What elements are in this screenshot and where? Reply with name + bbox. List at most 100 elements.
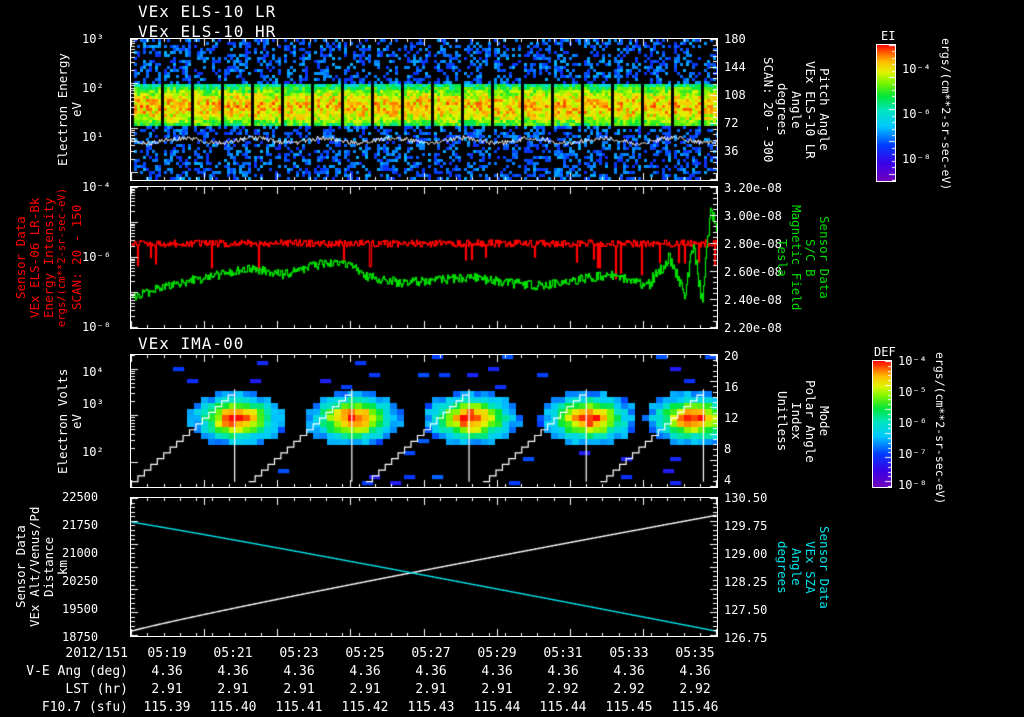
table-cell: 05:25 [345, 646, 385, 661]
panel4-ytick-5: 18750 [62, 630, 99, 644]
panel1-colorbar-title: EI [881, 29, 896, 43]
panel1-rtick-3: 72 [724, 116, 739, 130]
table-cell: 05:23 [279, 646, 319, 661]
table-row: V-E Ang (deg) 4.36 4.36 4.36 4.36 4.36 4.36 4.3… [0, 663, 728, 681]
panel3-right-label-3: Unitless [775, 354, 790, 488]
table-cell: 2.91 [151, 682, 183, 697]
panel4-left-label-0: Sensor Data [13, 497, 28, 637]
table-cell: 05:29 [477, 646, 517, 661]
panel4-right-label-0: Sensor Data [817, 497, 832, 637]
table-cell: 2.91 [217, 682, 249, 697]
time-table-body: 2012/151 05:19 05:21 05:23 05:25 05:27 05:29 05… [0, 645, 728, 717]
panel2-right-label-0: Sensor Data [817, 186, 832, 329]
panel2-left-label-1: VEx ELS-06 LR-Bk [27, 186, 42, 329]
panel1-rtick-2: 108 [724, 88, 746, 102]
table-cell: 4.36 [415, 664, 447, 679]
panel4-right-label-1: VEx SZA [803, 497, 818, 637]
p2rl2: Magnetic Field [789, 204, 804, 311]
p2rl0: Sensor Data [817, 216, 832, 299]
p3rl2: Index [789, 402, 804, 440]
panel2-right-label-1: S/C B [803, 186, 818, 329]
table-cell: 4.36 [349, 664, 381, 679]
panel4-ytick-0: 22500 [62, 490, 99, 504]
panel4-ytick-1: 21750 [62, 518, 99, 532]
table-cell: 4.36 [217, 664, 249, 679]
p2ll1: VEx ELS-06 LR-Bk [27, 197, 42, 318]
altitude-sza-panel[interactable] [130, 497, 718, 637]
panel1-rtick-0: 180 [724, 32, 746, 46]
p4rl3: degrees [775, 540, 790, 594]
table-row: F10.7 (sfu) 115.39 115.40 115.41 115.42 115.4… [0, 699, 728, 717]
table-cell: 115.43 [407, 700, 455, 715]
table-cell: 115.42 [341, 700, 389, 715]
table-cell: 115.44 [539, 700, 587, 715]
p1rl3: degrees [775, 83, 790, 136]
p3ll0: Electron Volts [55, 368, 70, 474]
panel3-rtick-2: 12 [724, 411, 739, 425]
panel1-left-axis-line0: Electron Energy [55, 53, 70, 166]
table-cell: 115.45 [605, 700, 653, 715]
p4ll2: Distance [41, 536, 56, 598]
p4rl0: Sensor Data [817, 525, 832, 609]
panel3-ytick-2: 10² [82, 445, 104, 459]
panel1-colorbar [876, 44, 896, 182]
panel2-rtick-2: 2.80e-08 [724, 237, 782, 251]
panel2-left-label-2: Energy Intensity [41, 186, 56, 329]
table-cell: 115.41 [275, 700, 323, 715]
table-row-label: V-E Ang (deg) [26, 664, 128, 679]
panel4-rtick-0: 130.50 [724, 491, 768, 505]
panel3-colorbar [872, 360, 892, 488]
panel4-ytick-4: 19500 [62, 602, 99, 616]
panel2-ytick-0: 10⁻⁴ [82, 180, 111, 194]
panel1-cbtick-2: 10⁻⁸ [902, 152, 931, 166]
panel3-right-label-1: Polar Angle [803, 354, 818, 488]
table-row: 2012/151 05:19 05:21 05:23 05:25 05:27 05:29 05… [0, 645, 728, 663]
panel2-rtick-0: 3.20e-08 [724, 181, 782, 195]
panel1-ytick-2: 10¹ [82, 130, 104, 144]
panel4-right-label-3: degrees [775, 497, 790, 637]
table-cell: 4.36 [679, 664, 711, 679]
p2ll2: Energy Intensity [41, 197, 56, 318]
panel1-right-label-2: Angle [789, 38, 804, 181]
p1rl1: VEx ELS-10 LR [803, 60, 818, 159]
table-cell: 4.36 [613, 664, 645, 679]
p4ll0: Sensor Data [13, 525, 28, 609]
panel3-right-label-2: Index [789, 354, 804, 488]
panel1-right-label-4: SCAN: 20 - 300 [761, 38, 776, 181]
table-cell: 4.36 [547, 664, 579, 679]
panel4-rtick-2: 129.00 [724, 547, 768, 561]
table-cell: 05:33 [609, 646, 649, 661]
panel3-colorbar-title: DEF [874, 345, 896, 359]
panel1-title-hr: VEx ELS-10 HR [138, 22, 277, 41]
table-cell: 05:31 [543, 646, 583, 661]
panel3-cbtick-1: 10⁻⁵ [898, 385, 927, 399]
panel3-right-label-0: Mode [817, 354, 832, 488]
table-cell: 2.92 [547, 682, 579, 697]
p4rl1: VEx SZA [803, 540, 818, 594]
p2rl3: Tesla [775, 238, 790, 277]
p3cbu: ergs/(cm**2-sr-sec-eV) [933, 352, 947, 505]
ima-spectrogram-panel[interactable] [130, 354, 718, 488]
panel2-rtick-4: 2.40e-08 [724, 293, 782, 307]
panel2-left-label-0: Sensor Data [13, 186, 28, 329]
panel3-rtick-1: 16 [724, 380, 739, 394]
energy-bfield-panel[interactable] [130, 186, 718, 329]
panel1-rtick-4: 36 [724, 144, 739, 158]
panel3-left-label-0: Electron Volts [55, 354, 70, 488]
panel3-cbtick-2: 10⁻⁶ [898, 416, 927, 430]
table-cell: 05:21 [213, 646, 253, 661]
panel2-right-label-3: Tesla [775, 186, 790, 329]
panel3-rtick-0: 20 [724, 349, 739, 363]
panel1-right-label-1: VEx ELS-10 LR [803, 38, 818, 181]
panel3-cbtick-4: 10⁻⁸ [898, 478, 927, 492]
p1rl2: Angle [789, 90, 804, 129]
table-row-label: F10.7 (sfu) [41, 700, 128, 715]
table-cell: 115.44 [473, 700, 521, 715]
p4ll3: km [55, 559, 70, 575]
els-spectrogram-panel[interactable] [130, 38, 718, 181]
table-row: LST (hr) 2.91 2.91 2.91 2.91 2.91 2.91 2.92 2.92… [0, 681, 728, 699]
p1rl0: Pitch Angle [817, 68, 832, 151]
panel4-rtick-4: 127.50 [724, 603, 768, 617]
panel2-rtick-3: 2.60e-08 [724, 265, 782, 279]
